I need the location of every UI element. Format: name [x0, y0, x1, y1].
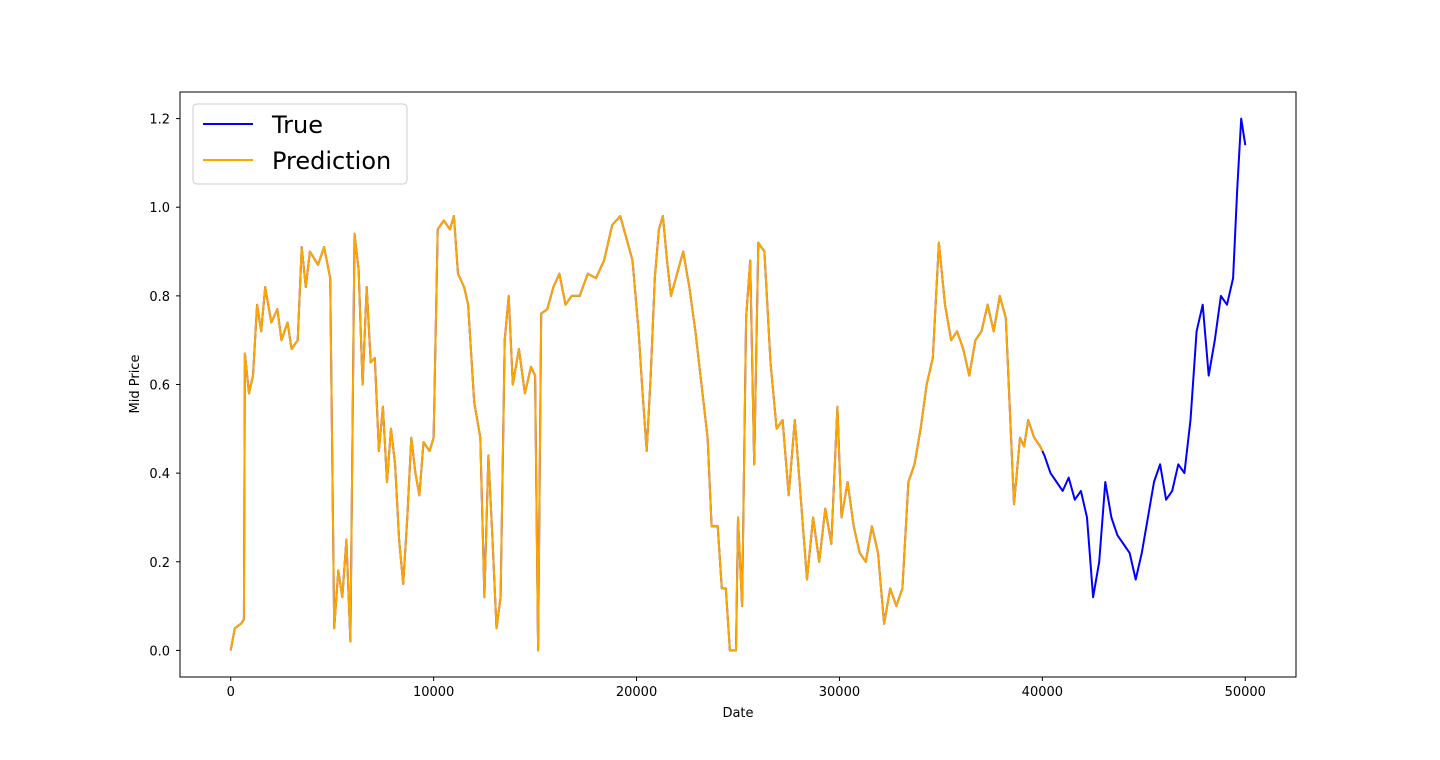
x-tick-label: 40000 [1022, 685, 1063, 700]
y-tick-label: 0.2 [149, 556, 170, 571]
y-tick-label: 0.4 [149, 467, 170, 482]
x-tick-label: 20000 [616, 685, 657, 700]
y-tick-label: 1.2 [149, 113, 170, 128]
y-axis-label: Mid Price [128, 355, 143, 414]
x-tick-label: 10000 [413, 685, 454, 700]
x-tick-label: 0 [227, 685, 235, 700]
y-tick-label: 0.6 [149, 379, 170, 394]
series-line-prediction [229, 215, 1044, 652]
x-axis-label: Date [722, 706, 753, 721]
legend-label-true: True [271, 111, 323, 139]
series-layer [229, 117, 1247, 652]
x-tick-label: 30000 [819, 685, 860, 700]
x-axis: 0 10000 20000 30000 40000 50000 [227, 677, 1266, 700]
x-tick-label: 50000 [1225, 685, 1266, 700]
y-tick-label: 0.0 [149, 644, 170, 659]
legend-label-prediction: Prediction [272, 147, 391, 175]
y-tick-label: 0.8 [149, 290, 170, 305]
y-tick-label: 1.0 [149, 201, 170, 216]
y-axis: 0.0 0.2 0.4 0.6 0.8 1.0 1.2 [149, 113, 180, 659]
legend: True Prediction [192, 103, 408, 185]
